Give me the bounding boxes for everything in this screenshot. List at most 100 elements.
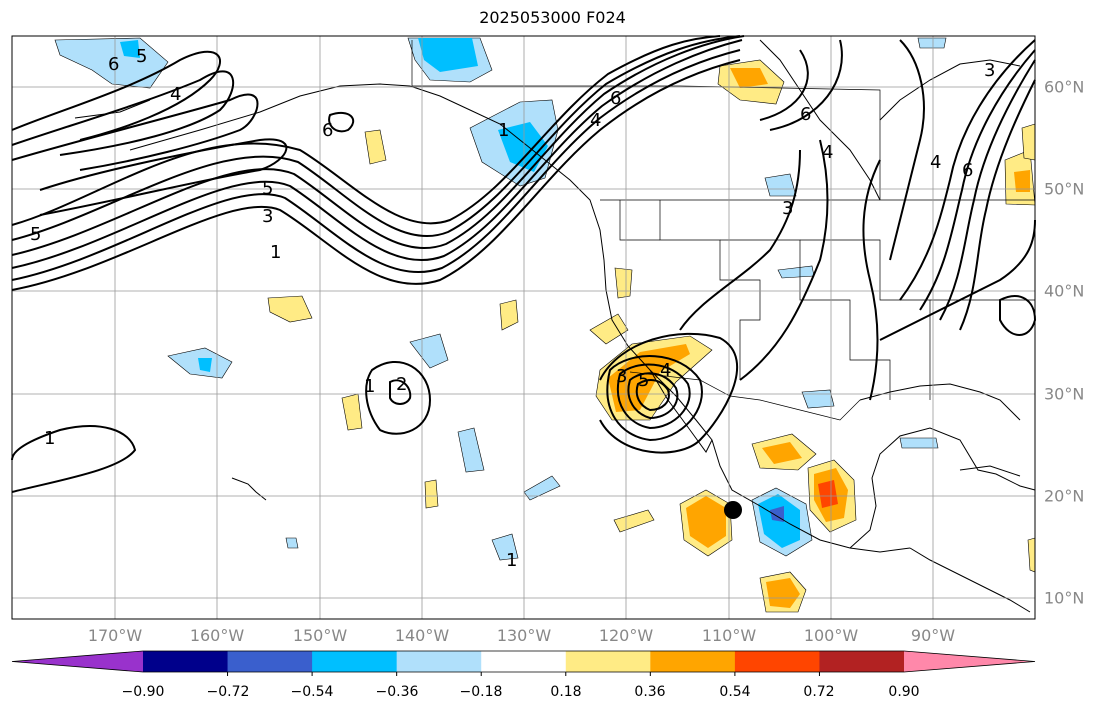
contour-label: 1 (44, 428, 55, 449)
contours (11, 35, 1037, 493)
negative-anomaly-patch (491, 533, 519, 561)
contour-label: 5 (638, 370, 649, 391)
colorbar-segment (227, 651, 313, 672)
positive-anomaly-patch (818, 480, 838, 508)
positive-anomaly-patch (762, 442, 802, 464)
contour-label: 6 (962, 160, 973, 181)
contour-label: 3 (262, 206, 273, 227)
contour-line (919, 49, 1036, 311)
colorbar-segment (734, 651, 820, 672)
lat-label: 60°N (1044, 77, 1085, 97)
political-borders (411, 40, 1035, 421)
positive-anomaly-patch (1014, 170, 1030, 192)
contour-line (879, 219, 1036, 341)
colorbar-extend-high (904, 651, 1035, 672)
contour-label: 6 (610, 88, 621, 109)
contour-line (769, 39, 843, 131)
positive-anomaly-patch (1021, 123, 1036, 161)
contour-line (11, 425, 137, 493)
contour-line (617, 363, 691, 430)
positive-anomaly-patch (589, 313, 629, 345)
lat-label: 20°N (1044, 486, 1085, 506)
contour-label: 6 (800, 104, 811, 125)
contour-line (627, 372, 679, 420)
graticule (12, 36, 1035, 619)
lat-label: 40°N (1044, 281, 1085, 301)
contour-label: 4 (590, 110, 601, 131)
contour-label: 6 (322, 120, 333, 141)
colorbar-tick-label: 0.36 (634, 684, 666, 700)
positive-anomaly-patch (730, 68, 768, 88)
negative-anomaly-patch (54, 37, 169, 89)
colorbar-tick-label: −0.90 (121, 684, 165, 700)
contour-label: 4 (822, 142, 833, 163)
positive-anomaly-patch (766, 578, 800, 608)
lat-label: 10°N (1044, 588, 1085, 608)
negative-anomaly-patch (801, 389, 835, 409)
colorbar-tick-label: −0.72 (206, 684, 250, 700)
contour-label: 1 (506, 550, 517, 571)
lon-label: 100°W (803, 626, 859, 645)
colorbar-segment (819, 651, 905, 672)
colorbar-segment (143, 651, 229, 672)
map-frame (11, 35, 1036, 620)
contour-line (679, 149, 801, 331)
contour-line (11, 49, 741, 281)
colorbar-segment (565, 651, 651, 672)
positive-anomaly-patch (341, 393, 363, 431)
negative-anomaly-patch (498, 122, 548, 172)
lon-label: 90°W (910, 626, 956, 645)
contour-line (959, 79, 1036, 331)
contour-label: 5 (30, 224, 41, 245)
contour-label: 1 (498, 120, 509, 141)
lon-label: 140°W (394, 626, 450, 645)
storm-marker-dot (724, 501, 742, 519)
colorbar-tick-label: 0.72 (803, 684, 835, 700)
contour-line (328, 111, 355, 133)
contour-line (39, 138, 288, 216)
lon-label: 120°W (598, 626, 654, 645)
contour-line (11, 50, 221, 141)
lat-label: 50°N (1044, 179, 1085, 199)
contour-label: 2 (396, 374, 407, 395)
negative-anomaly-patch (899, 437, 939, 449)
contour-line (635, 379, 670, 412)
colorbar-segment (481, 651, 567, 672)
contour-line (389, 379, 412, 405)
colorbar-segment (396, 651, 482, 672)
colorbar-tick-label: −0.54 (290, 684, 334, 700)
contour-label: 5 (262, 178, 273, 199)
colorbar-tick-label: 0.54 (719, 684, 751, 700)
lon-label: 150°W (292, 626, 348, 645)
positive-anomaly-patch (424, 479, 439, 509)
positive-anomaly-patch (267, 295, 313, 323)
positive-anomaly-patch (613, 509, 655, 533)
colorbar-outline (11, 650, 1036, 673)
shaded-anomalies (54, 37, 1036, 613)
contour-line (599, 332, 739, 454)
contour-line (11, 35, 721, 226)
contour-line (759, 49, 809, 121)
contour-line (899, 39, 1036, 301)
positive-anomaly-patch (499, 299, 519, 331)
contour-line (739, 139, 829, 381)
contour-line (11, 70, 234, 156)
contour-line (11, 35, 745, 256)
negative-anomaly-patch (409, 333, 449, 369)
contour-label: 1 (364, 376, 375, 397)
contour-line (889, 39, 925, 261)
negative-anomaly-patch (120, 40, 140, 58)
contour-line (11, 39, 743, 269)
positive-anomaly-patch (364, 129, 387, 165)
positive-anomaly-patch (686, 496, 726, 548)
negative-anomaly-patch (418, 38, 478, 72)
colorbar-extend-low (12, 651, 143, 672)
contour-line (365, 360, 432, 435)
contour-line (606, 355, 703, 442)
contour-label: 4 (170, 84, 181, 105)
contour-labels: 6 5 4 6 5 3 1 5 6 4 1 6 4 3 3 6 4 2 1 3 … (30, 46, 995, 571)
lon-label: 110°W (701, 626, 757, 645)
lon-label: 160°W (189, 626, 245, 645)
negative-anomaly-patch (523, 475, 561, 501)
